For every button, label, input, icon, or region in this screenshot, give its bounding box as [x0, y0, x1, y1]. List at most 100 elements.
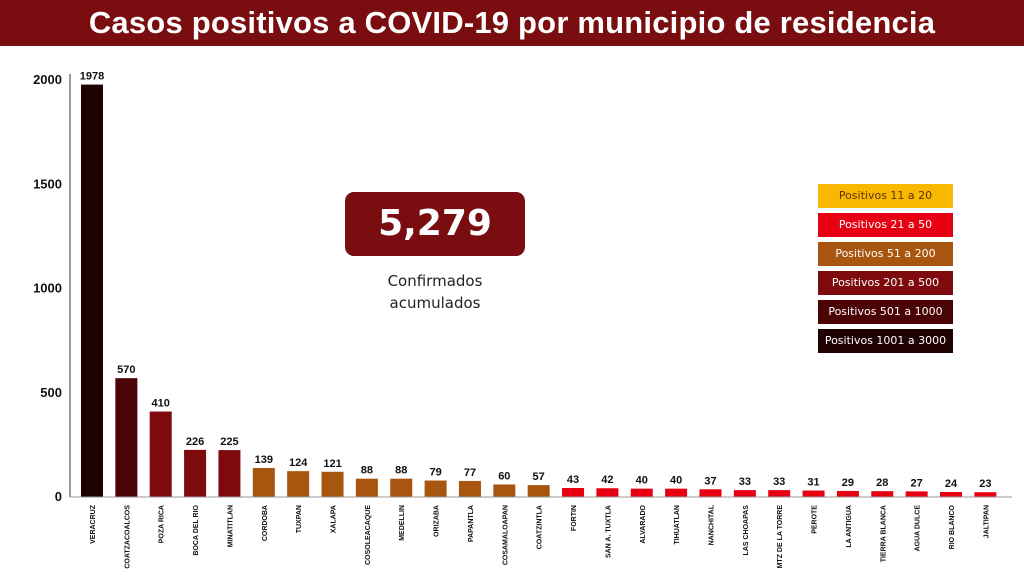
bar-value-label: 23 [979, 478, 991, 490]
bar-coatzacoalcos [115, 378, 138, 497]
bar-value-label: 79 [429, 467, 441, 479]
legend-item-1001-3000: Positivos 1001 a 3000 [818, 329, 953, 353]
total-cases-caption: Confirmados acumulados [335, 270, 535, 314]
bar-value-label: 88 [361, 465, 373, 477]
bar-value-label: 31 [807, 477, 819, 489]
x-tick-label: FORTIN [571, 505, 578, 531]
title-banner: Casos positivos a COVID-19 por municipio… [0, 0, 1024, 46]
bar-value-label: 226 [186, 436, 204, 448]
bar-minatitlan [218, 450, 241, 497]
x-tick-label: MINATITLAN [227, 505, 234, 547]
bar-value-label: 77 [464, 467, 476, 479]
total-cases-value: 5,279 [378, 203, 492, 244]
x-tick-label: RIO BLANCO [949, 504, 956, 549]
x-tick-label: COSAMALOAPAN [502, 505, 509, 565]
bar-value-label: 29 [842, 477, 854, 489]
x-tick-label: XALAPA [331, 505, 338, 533]
x-tick-label: POZA RICA [159, 505, 166, 543]
y-tick-label: 1500 [33, 176, 62, 191]
caption-line-2: acumulados [389, 294, 481, 312]
bar-fortin [562, 488, 585, 497]
x-tick-label: PEROTE [812, 505, 819, 534]
bar-coatzintla [527, 485, 550, 497]
bar-value-label: 40 [670, 475, 682, 487]
bar-rio-blanco [940, 491, 962, 497]
x-tick-label: MEDELLIN [399, 505, 406, 541]
x-tick-label: COSOLEACAQUE [365, 505, 372, 565]
bar-alvarado [630, 488, 653, 497]
x-tick-label: LAS CHOAPAS [743, 505, 750, 556]
bar-cordoba [252, 468, 275, 497]
bar-la-antigua [836, 490, 859, 497]
bar-mtz-de-la-torre [768, 490, 791, 497]
bar-value-label: 28 [876, 477, 888, 489]
bar-cosamaloapan [493, 484, 516, 497]
bar-perote [802, 490, 825, 497]
legend-item-201-500: Positivos 201 a 500 [818, 271, 953, 295]
x-tick-label: ALVARADO [640, 504, 647, 543]
bar-medellin [390, 478, 413, 497]
bar-poza-rica [149, 411, 172, 497]
bar-xalapa [321, 471, 344, 497]
bar-value-label: 88 [395, 465, 407, 477]
bar-papantla [458, 480, 481, 497]
x-tick-label: ORIZABA [434, 505, 441, 537]
bar-las-choapas [733, 490, 756, 497]
bar-value-label: 1978 [80, 71, 104, 83]
x-tick-label: COATZACOALCOS [124, 505, 131, 569]
x-tick-label: SAN A. TUXTLA [605, 505, 612, 558]
total-cases-badge: 5,279 [345, 192, 525, 256]
bar-value-label: 139 [255, 454, 273, 466]
bar-value-label: 121 [323, 458, 341, 470]
y-tick-label: 500 [40, 385, 62, 400]
bar-value-label: 33 [773, 476, 785, 488]
bar-value-label: 60 [498, 470, 510, 482]
bar-value-label: 37 [704, 475, 716, 487]
x-tick-label: AGUA DULCE [915, 505, 922, 552]
bar-value-label: 57 [533, 471, 545, 483]
bar-value-label: 40 [636, 475, 648, 487]
legend-item-21-50: Positivos 21 a 50 [818, 213, 953, 237]
x-tick-label: BOCA DEL RIO [193, 504, 200, 555]
bar-san-a-tuxtla [596, 488, 619, 497]
legend-label: Positivos 21 a 50 [838, 218, 933, 231]
bar-value-label: 42 [601, 474, 613, 486]
bar-value-label: 570 [117, 364, 135, 376]
x-tick-label: NANCHITAL [708, 504, 715, 545]
bar-value-label: 124 [289, 457, 308, 469]
bar-boca-del-rio [184, 449, 207, 497]
x-tick-label: CORDOBA [262, 505, 269, 541]
x-tick-label: TIERRA BLANCA [880, 505, 887, 562]
legend: Positivos 11 a 20 Positivos 21 a 50 Posi… [818, 184, 953, 358]
bar-jaltipan [974, 492, 997, 497]
legend-label: Positivos 201 a 500 [831, 276, 940, 289]
y-tick-label: 2000 [33, 72, 62, 87]
bar-value-label: 24 [945, 478, 958, 490]
x-tick-label: LA ANTIGUA [846, 505, 853, 548]
bar-value-label: 43 [567, 474, 579, 486]
bar-cosoleacaque [355, 478, 378, 497]
legend-item-501-1000: Positivos 501 a 1000 [818, 300, 953, 324]
x-tick-label: TUXPAN [296, 505, 303, 533]
y-tick-label: 0 [55, 489, 62, 504]
x-tick-label: TIHUATLAN [674, 505, 681, 545]
x-tick-label: MTZ DE LA TORRE [777, 505, 784, 569]
legend-label: Positivos 11 a 20 [838, 189, 933, 202]
bar-orizaba [424, 480, 447, 497]
bar-tierra-blanca [871, 491, 894, 497]
bar-veracruz [81, 84, 103, 497]
x-tick-label: COATZINTLA [537, 505, 544, 549]
bar-value-label: 225 [220, 436, 238, 448]
legend-label: Positivos 1001 a 3000 [824, 334, 947, 347]
x-tick-label: PAPANTLA [468, 505, 475, 542]
bar-agua-dulce [905, 491, 928, 497]
legend-label: Positivos 51 a 200 [835, 247, 936, 260]
bar-value-label: 27 [911, 477, 923, 489]
page-title: Casos positivos a COVID-19 por municipio… [88, 5, 936, 40]
legend-item-51-200: Positivos 51 a 200 [818, 242, 953, 266]
bar-tuxpan [287, 471, 310, 497]
caption-line-1: Confirmados [387, 272, 483, 290]
y-tick-label: 1000 [33, 281, 62, 296]
bar-value-label: 410 [152, 398, 170, 410]
